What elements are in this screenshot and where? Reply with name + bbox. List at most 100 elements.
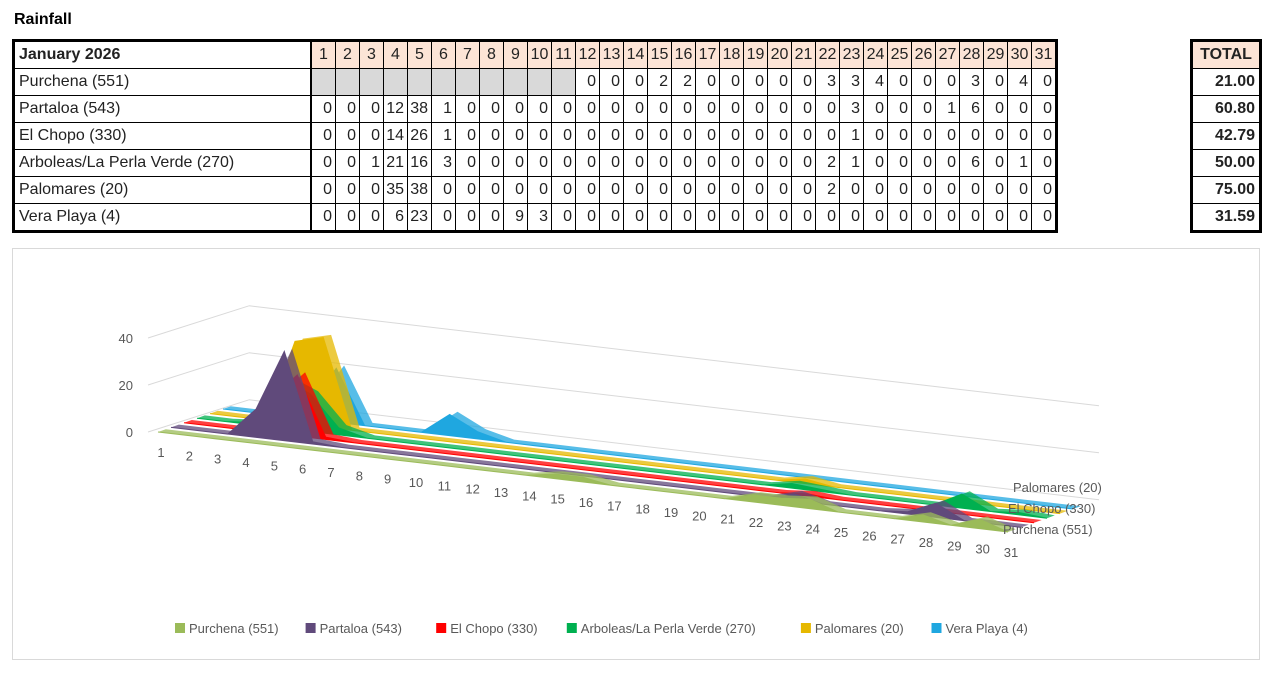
x-tick-label: 16 bbox=[579, 495, 593, 510]
rain-cell: 3 bbox=[839, 95, 864, 123]
rain-cell: 3 bbox=[815, 68, 840, 96]
rain-cell: 3 bbox=[959, 68, 984, 96]
total-cell: 50.00 bbox=[1190, 149, 1262, 177]
x-tick-label: 1 bbox=[157, 445, 164, 460]
table-row: Purchena (551) 0 0 0 2 2 0 0 0 0 0 3 3 4 0 0 0 3 0 4 0 bbox=[12, 68, 1058, 96]
rain-cell: 0 bbox=[479, 95, 504, 123]
day-header: 29 bbox=[983, 39, 1008, 69]
rain-cell: 0 bbox=[647, 203, 672, 233]
series-area bbox=[157, 431, 1009, 533]
day-header: 4 bbox=[383, 39, 408, 69]
rain-cell bbox=[503, 68, 528, 96]
day-header: 21 bbox=[791, 39, 816, 69]
rain-cell: 0 bbox=[695, 122, 720, 150]
rain-cell: 0 bbox=[767, 149, 792, 177]
rain-cell: 1 bbox=[839, 149, 864, 177]
rain-cell: 0 bbox=[911, 203, 936, 233]
rain-cell: 16 bbox=[407, 149, 432, 177]
gridline bbox=[147, 399, 250, 433]
rain-cell: 2 bbox=[671, 68, 696, 96]
x-tick-label: 29 bbox=[947, 538, 961, 553]
rain-cell: 0 bbox=[887, 68, 912, 96]
rain-cell: 0 bbox=[743, 68, 768, 96]
day-header: 17 bbox=[695, 39, 720, 69]
day-header: 8 bbox=[479, 39, 504, 69]
rain-cell: 0 bbox=[623, 203, 648, 233]
series-area-top bbox=[158, 429, 1016, 532]
rain-cell: 0 bbox=[911, 176, 936, 204]
rainfall-chart: 0 20 40 1 2 3 4 5 6 7 8 9 10 11 12 13 14 15 16 17 18 19 20 21 22… bbox=[12, 248, 1260, 660]
rain-cell: 0 bbox=[935, 203, 960, 233]
rain-cell: 0 bbox=[310, 203, 336, 233]
rain-cell: 0 bbox=[911, 122, 936, 150]
x-tick-label: 27 bbox=[890, 532, 904, 547]
y-tick-label: 40 bbox=[119, 331, 133, 346]
rain-cell: 0 bbox=[575, 149, 600, 177]
rain-cell: 0 bbox=[527, 95, 552, 123]
rain-cell: 0 bbox=[599, 203, 624, 233]
rain-cell: 0 bbox=[310, 122, 336, 150]
x-tick-label: 25 bbox=[834, 525, 848, 540]
rain-cell: 0 bbox=[695, 95, 720, 123]
rain-cell: 0 bbox=[815, 203, 840, 233]
rain-cell: 0 bbox=[359, 122, 384, 150]
rain-cell: 2 bbox=[815, 176, 840, 204]
rain-cell: 0 bbox=[431, 203, 456, 233]
legend-label: Purchena (551) bbox=[189, 621, 279, 636]
rain-cell: 0 bbox=[623, 149, 648, 177]
x-tick-label: 20 bbox=[692, 508, 706, 523]
rain-cell: 0 bbox=[335, 203, 360, 233]
rain-cell: 0 bbox=[551, 95, 576, 123]
rain-cell: 0 bbox=[1031, 149, 1058, 177]
rain-cell: 0 bbox=[599, 95, 624, 123]
rain-cell: 0 bbox=[983, 95, 1008, 123]
rain-cell: 9 bbox=[503, 203, 528, 233]
table-row: El Chopo (330) 0 0 0 14 26 1 0 0 0 0 0 0 0 0 0 0 0 0 0 0 0 0 1 0… bbox=[12, 122, 1058, 150]
rain-cell: 0 bbox=[527, 149, 552, 177]
rain-cell: 2 bbox=[647, 68, 672, 96]
rain-cell: 0 bbox=[767, 68, 792, 96]
rain-cell: 3 bbox=[527, 203, 552, 233]
rain-cell: 0 bbox=[599, 122, 624, 150]
depth-axis-label: El Chopo (330) bbox=[1008, 501, 1095, 516]
rain-cell: 0 bbox=[767, 203, 792, 233]
rain-cell: 0 bbox=[911, 68, 936, 96]
table-row: Vera Playa (4) 0 0 0 6 23 0 0 0 9 3 0 0 0 0 0 0 0 0 0 0 0 0 0 0 0… bbox=[12, 203, 1058, 233]
rain-cell: 0 bbox=[647, 176, 672, 204]
total-cell: 31.59 bbox=[1190, 203, 1262, 233]
day-header: 3 bbox=[359, 39, 384, 69]
gridline bbox=[248, 305, 1100, 407]
rain-cell: 0 bbox=[575, 122, 600, 150]
depth-axis-label: Purchena (551) bbox=[1003, 522, 1093, 537]
table-row: Partaloa (543) 0 0 0 12 38 1 0 0 0 0 0 0 0 0 0 0 0 0 0 0 0 0 3 0… bbox=[12, 95, 1058, 123]
rain-cell: 0 bbox=[815, 95, 840, 123]
rain-cell: 1 bbox=[359, 149, 384, 177]
day-header: 15 bbox=[647, 39, 672, 69]
page-title: Rainfall bbox=[14, 11, 72, 28]
rain-cell: 0 bbox=[767, 95, 792, 123]
rain-cell: 3 bbox=[431, 149, 456, 177]
legend-swatch bbox=[305, 623, 316, 633]
day-header: 25 bbox=[887, 39, 912, 69]
rain-cell: 0 bbox=[1031, 176, 1058, 204]
rain-cell bbox=[359, 68, 384, 96]
day-header: 31 bbox=[1031, 39, 1058, 69]
rain-cell: 0 bbox=[959, 176, 984, 204]
total-cell: 42.79 bbox=[1190, 122, 1262, 150]
station-name: El Chopo (330) bbox=[12, 122, 312, 150]
rain-cell: 0 bbox=[887, 95, 912, 123]
rain-cell: 0 bbox=[743, 95, 768, 123]
rain-cell: 0 bbox=[983, 68, 1008, 96]
series-area bbox=[170, 350, 1022, 528]
rain-cell: 38 bbox=[407, 95, 432, 123]
rain-cell: 0 bbox=[335, 122, 360, 150]
rain-cell: 2 bbox=[815, 149, 840, 177]
x-tick-label: 12 bbox=[465, 482, 479, 497]
rain-cell: 0 bbox=[1031, 122, 1058, 150]
x-tick-label: 7 bbox=[327, 465, 334, 480]
rain-cell bbox=[407, 68, 432, 96]
rain-cell: 0 bbox=[695, 203, 720, 233]
rain-cell: 1 bbox=[1007, 149, 1032, 177]
rain-cell: 0 bbox=[503, 95, 528, 123]
rain-cell: 0 bbox=[911, 149, 936, 177]
